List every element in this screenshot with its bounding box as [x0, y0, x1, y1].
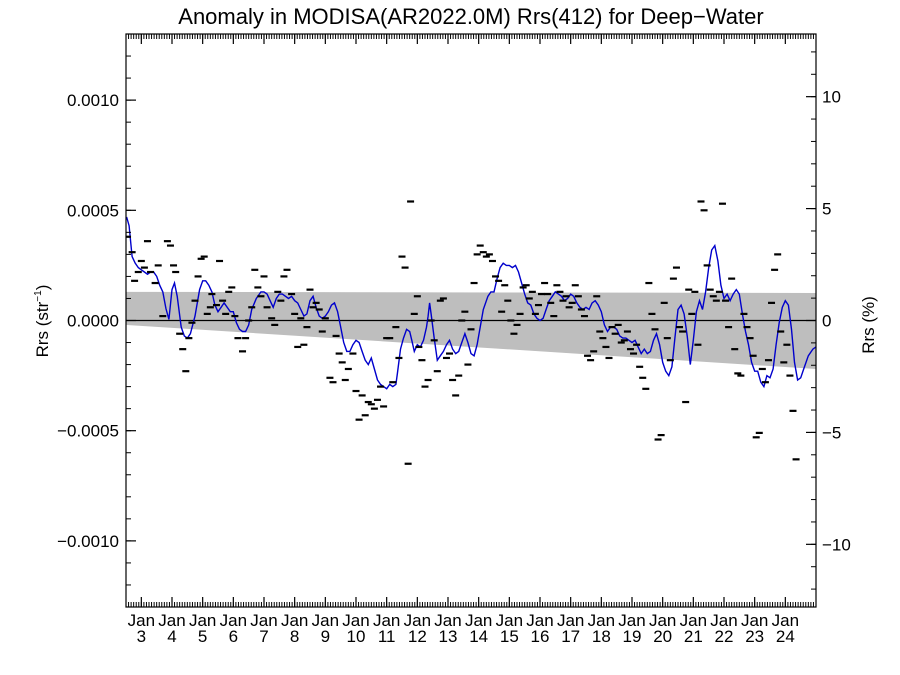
y-axis-label-close: ): [33, 285, 52, 291]
x-tick-month-label: Jan: [220, 611, 247, 630]
y-tick-label: 0.0000: [67, 312, 119, 331]
x-tick-year-label: 22: [715, 627, 734, 646]
x-tick-year-label: 21: [684, 627, 703, 646]
x-tick-month-label: Jan: [680, 611, 707, 630]
x-tick-year-label: 13: [439, 627, 458, 646]
x-tick-year-label: 8: [290, 627, 299, 646]
x-tick-year-label: 18: [592, 627, 611, 646]
x-tick-year-label: 15: [500, 627, 519, 646]
x-tick-year-label: 10: [347, 627, 366, 646]
x-tick-month-label: Jan: [526, 611, 553, 630]
x-tick-year-label: 7: [259, 627, 268, 646]
x-tick-month-label: Jan: [312, 611, 339, 630]
x-tick-month-label: Jan: [588, 611, 615, 630]
y-axis-label: Rrs (str−1): [33, 285, 52, 358]
x-tick-month-label: Jan: [618, 611, 645, 630]
y2-tick-label: −5: [822, 423, 841, 442]
x-tick-month-label: Jan: [281, 611, 308, 630]
y-axis-label-main: Rrs (str: [33, 301, 52, 357]
y2-tick-label: 0: [822, 312, 831, 331]
x-tick-month-label: Jan: [342, 611, 369, 630]
plot-area: 0.0010 0.0005 0.0000 −0.0005 −0.0010 10 5 0 −5 −1…: [57, 33, 851, 646]
x-tick-month-label: Jan: [158, 611, 185, 630]
x-tick-year-label: 4: [167, 627, 176, 646]
x-tick-month-label: Jan: [373, 611, 400, 630]
x-tick-year-label: 23: [745, 627, 764, 646]
x-tick-year-label: 11: [378, 627, 396, 646]
y2-axis-label: Rrs (%): [859, 296, 878, 354]
x-tick-month-label: Jan: [128, 611, 155, 630]
x-tick-year-label: 19: [623, 627, 642, 646]
x-tick-year-label: 12: [408, 627, 427, 646]
x-tick-year-label: 17: [561, 627, 580, 646]
y-tick-label: −0.0010: [57, 532, 119, 551]
x-tick-month-label: Jan: [741, 611, 768, 630]
x-tick-year-label: 3: [137, 627, 146, 646]
y2-tick-label: 5: [822, 200, 831, 219]
x-tick-month-label: Jan: [496, 611, 523, 630]
x-tick-month-label: Jan: [404, 611, 431, 630]
x-tick-year-label: 6: [229, 627, 238, 646]
x-tick-month-label: Jan: [434, 611, 461, 630]
x-tick-year-label: 14: [469, 627, 488, 646]
chart-title: Anomaly in MODISA(AR2022.0M) Rrs(412) fo…: [178, 4, 763, 29]
y-tick-label: −0.0005: [57, 422, 119, 441]
x-tick-month-label: Jan: [649, 611, 676, 630]
x-tick-year-label: 9: [321, 627, 330, 646]
x-tick-year-label: 24: [776, 627, 795, 646]
monthly-anomaly-points: [126, 200, 800, 465]
smoothed-anomaly-line: [126, 216, 816, 390]
x-tick-month-label: Jan: [189, 611, 216, 630]
x-tick-month-label: Jan: [557, 611, 584, 630]
x-tick-month-label: Jan: [465, 611, 492, 630]
x-tick-month-label: Jan: [250, 611, 277, 630]
y2-tick-label: 10: [822, 88, 841, 107]
y-tick-label: 0.0010: [67, 91, 119, 110]
x-tick-year-label: 5: [198, 627, 207, 646]
uncertainty-band: [126, 291, 816, 369]
y-axis-label-sup: −1: [33, 290, 44, 302]
y2-tick-label: −10: [822, 535, 851, 554]
x-tick-month-label: Jan: [710, 611, 737, 630]
x-tick-month-label: Jan: [772, 611, 799, 630]
x-tick-year-label: 16: [531, 627, 550, 646]
x-tick-year-label: 20: [653, 627, 672, 646]
y-tick-label: 0.0005: [67, 201, 119, 220]
